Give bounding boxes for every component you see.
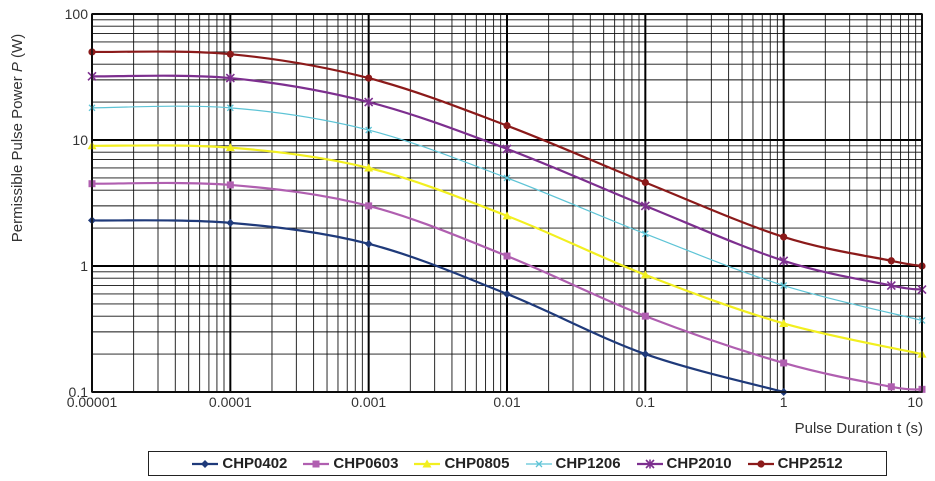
legend-item-chp0603: CHP0603 [303, 456, 398, 471]
data-point-chp0402 [364, 239, 373, 248]
x-tick-label: 0.001 [351, 394, 386, 410]
legend-item-chp2010: CHP2010 [636, 455, 732, 472]
data-point-chp1206 [641, 230, 649, 238]
data-point-chp2010 [225, 73, 235, 83]
data-point-chp2512 [365, 74, 373, 82]
legend-marker-chp2512 [756, 459, 765, 468]
y-tick-label: 1 [80, 258, 88, 274]
legend-swatch-chp2010 [636, 458, 663, 469]
data-point-chp0402 [641, 350, 650, 359]
data-point-chp2512 [641, 178, 649, 187]
x-tick-label: 0.01 [493, 394, 520, 410]
y-tick-label: 10 [72, 132, 88, 148]
data-point-chp1206 [503, 174, 511, 182]
data-point-chp2010 [364, 97, 374, 107]
data-point-chp0603 [226, 181, 234, 189]
series-line-chp0402 [91, 219, 784, 394]
data-point-chp0402 [226, 218, 235, 227]
legend-label: CHP0805 [444, 455, 510, 472]
plot-frame [91, 13, 923, 393]
data-point-chp2010 [779, 256, 789, 266]
data-point-chp1206 [226, 104, 234, 112]
x-tick-label: 0.1 [636, 394, 656, 410]
legend-swatch-chp0402 [192, 459, 219, 468]
data-point-chp2512 [226, 50, 234, 58]
data-point-chp0402 [503, 289, 511, 298]
legend-label: CHP0402 [222, 455, 288, 472]
x-tick-label: 0.0001 [209, 394, 252, 410]
data-point-chp2512 [780, 233, 788, 241]
legend-marker-chp0603 [312, 460, 320, 467]
legend-marker-chp2010 [644, 458, 655, 469]
chart-legend: CHP0402 CHP0603 CHP0805 CHP1206 CHP2010 CHP25… [148, 451, 887, 476]
y-axis-title-prefix: Permissible Pulse Power [9, 72, 26, 242]
series-line-chp2010 [91, 74, 923, 291]
legend-label: CHP2512 [777, 455, 843, 472]
y-axis-title-symbol: P [9, 62, 26, 72]
legend-swatch-chp2512 [747, 459, 774, 468]
y-axis-title-suffix: (W) [9, 34, 26, 62]
series-layer [87, 48, 927, 396]
data-point-chp2010 [502, 144, 512, 154]
data-point-chp0603 [503, 252, 511, 260]
x-tick-label: 10 [907, 394, 923, 410]
legend-item-chp0805: CHP0805 [414, 455, 510, 472]
data-point-chp0805 [502, 211, 512, 220]
x-tick-label: 1 [780, 394, 788, 410]
data-point-chp0603 [780, 359, 788, 367]
data-point-chp0805 [364, 163, 374, 172]
legend-label: CHP0603 [333, 455, 399, 472]
legend-swatch-chp0805 [414, 459, 441, 467]
x-tick-label: 0.00001 [67, 394, 118, 410]
data-point-chp1206 [780, 282, 788, 289]
legend-marker-chp1206 [535, 460, 542, 467]
data-point-chp2010 [640, 201, 650, 211]
legend-swatch-chp1206 [525, 460, 552, 467]
x-tick-labels: 0.00001 0.0001 0.001 0.01 0.1 1 10 [67, 394, 924, 410]
y-tick-label: 0.1 [69, 384, 89, 400]
data-point-chp2010 [886, 280, 896, 291]
legend-item-chp2512: CHP2512 [747, 455, 843, 472]
data-point-chp0805 [779, 318, 789, 327]
legend-item-chp1206: CHP1206 [525, 455, 621, 472]
data-point-chp0805 [225, 143, 235, 152]
legend-label: CHP1206 [555, 455, 621, 472]
y-axis-title: Permissible Pulse Power P (W) [9, 34, 26, 242]
data-point-chp0603 [887, 383, 895, 391]
series-chp0805 [87, 141, 927, 358]
data-point-chp2512 [887, 257, 895, 265]
legend-item-chp0402: CHP0402 [192, 456, 287, 471]
x-axis-title: Pulse Duration t (s) [795, 420, 923, 437]
legend-label: CHP2010 [666, 455, 732, 472]
data-point-chp2512 [503, 122, 511, 130]
y-tick-labels: 0.1 1 10 100 [65, 6, 89, 400]
data-point-chp0805 [640, 270, 650, 279]
legend-marker-chp0402 [201, 459, 210, 468]
data-point-chp1206 [365, 126, 373, 134]
series-chp0402 [88, 216, 788, 396]
series-chp2512 [88, 48, 926, 270]
series-line-chp0603 [91, 181, 923, 391]
legend-swatch-chp0603 [303, 460, 330, 467]
series-line-chp2512 [91, 50, 923, 268]
data-point-chp0603 [641, 312, 649, 320]
legend-marker-chp0805 [422, 459, 432, 467]
data-point-chp0603 [365, 202, 373, 210]
y-tick-label: 100 [65, 6, 89, 22]
